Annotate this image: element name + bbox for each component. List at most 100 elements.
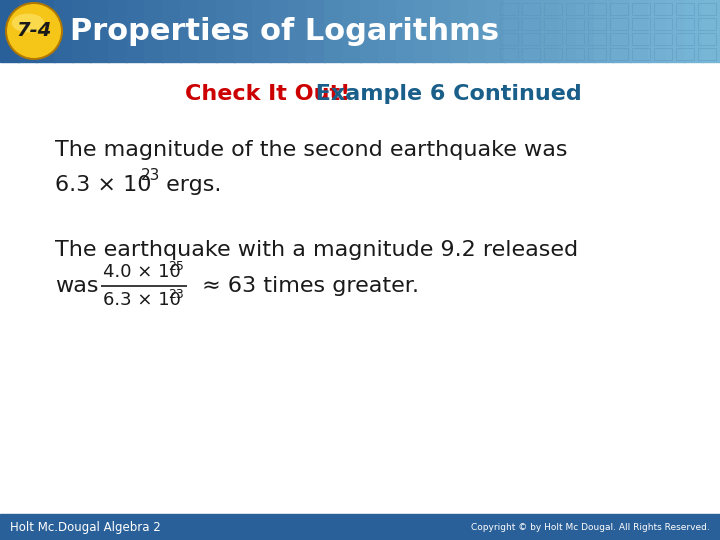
Bar: [654, 33, 672, 45]
Text: Properties of Logarithms: Properties of Logarithms: [70, 17, 499, 45]
Bar: [698, 18, 716, 30]
Bar: [234, 0, 253, 62]
Bar: [698, 33, 716, 45]
Bar: [676, 18, 694, 30]
Bar: [270, 0, 289, 62]
Bar: [576, 0, 595, 62]
Bar: [486, 0, 505, 62]
Bar: [566, 33, 584, 45]
Bar: [684, 0, 703, 62]
Bar: [632, 33, 650, 45]
Bar: [0, 0, 19, 62]
Bar: [522, 0, 541, 62]
Bar: [144, 0, 163, 62]
Bar: [90, 0, 109, 62]
Text: ≈ 63 times greater.: ≈ 63 times greater.: [195, 276, 419, 296]
Text: 4.0 × 10: 4.0 × 10: [103, 263, 181, 281]
Text: Holt Mc.Dougal Algebra 2: Holt Mc.Dougal Algebra 2: [10, 521, 161, 534]
Text: The magnitude of the second earthquake was: The magnitude of the second earthquake w…: [55, 140, 567, 160]
Bar: [558, 0, 577, 62]
Bar: [612, 0, 631, 62]
Bar: [654, 48, 672, 60]
Bar: [676, 3, 694, 15]
Bar: [306, 0, 325, 62]
Bar: [632, 18, 650, 30]
Bar: [108, 0, 127, 62]
Bar: [544, 18, 562, 30]
Bar: [432, 0, 451, 62]
Text: 23: 23: [168, 287, 184, 300]
Bar: [468, 0, 487, 62]
Text: The earthquake with a magnitude 9.2 released: The earthquake with a magnitude 9.2 rele…: [55, 240, 578, 260]
Bar: [654, 3, 672, 15]
Bar: [610, 33, 628, 45]
Text: 7-4: 7-4: [17, 22, 52, 40]
Bar: [522, 3, 540, 15]
Text: Copyright © by Holt Mc Dougal. All Rights Reserved.: Copyright © by Holt Mc Dougal. All Right…: [472, 523, 710, 531]
Bar: [396, 0, 415, 62]
Bar: [450, 0, 469, 62]
Text: 6.3 × 10: 6.3 × 10: [103, 291, 181, 309]
Bar: [500, 3, 518, 15]
Bar: [594, 0, 613, 62]
Bar: [162, 0, 181, 62]
Bar: [0, 514, 720, 540]
Bar: [378, 0, 397, 62]
Bar: [500, 18, 518, 30]
Text: 25: 25: [168, 260, 184, 273]
Bar: [500, 33, 518, 45]
Bar: [198, 0, 217, 62]
Bar: [360, 0, 379, 62]
Bar: [342, 0, 361, 62]
Bar: [522, 18, 540, 30]
Text: Check It Out!: Check It Out!: [185, 84, 350, 104]
Bar: [588, 3, 606, 15]
Bar: [566, 3, 584, 15]
Ellipse shape: [5, 2, 63, 60]
Bar: [610, 3, 628, 15]
Text: 6.3 × 10: 6.3 × 10: [55, 175, 151, 195]
Bar: [18, 0, 37, 62]
Bar: [544, 48, 562, 60]
Bar: [588, 33, 606, 45]
Ellipse shape: [12, 14, 44, 32]
Bar: [216, 0, 235, 62]
Bar: [702, 0, 720, 62]
Bar: [414, 0, 433, 62]
Bar: [698, 3, 716, 15]
Bar: [566, 18, 584, 30]
Text: 23: 23: [141, 168, 161, 184]
Bar: [632, 48, 650, 60]
Bar: [288, 0, 307, 62]
Bar: [36, 0, 55, 62]
Bar: [698, 48, 716, 60]
Bar: [648, 0, 667, 62]
Bar: [544, 3, 562, 15]
Ellipse shape: [7, 4, 61, 58]
Bar: [654, 18, 672, 30]
Bar: [566, 48, 584, 60]
Bar: [630, 0, 649, 62]
Bar: [522, 33, 540, 45]
Text: was: was: [55, 276, 99, 296]
Bar: [252, 0, 271, 62]
Bar: [522, 48, 540, 60]
Bar: [676, 33, 694, 45]
Bar: [54, 0, 73, 62]
Bar: [588, 18, 606, 30]
Bar: [126, 0, 145, 62]
Bar: [504, 0, 523, 62]
Bar: [610, 18, 628, 30]
Bar: [632, 3, 650, 15]
Bar: [666, 0, 685, 62]
Text: ergs.: ergs.: [159, 175, 221, 195]
Bar: [72, 0, 91, 62]
Bar: [676, 48, 694, 60]
Bar: [588, 48, 606, 60]
Bar: [500, 48, 518, 60]
Bar: [540, 0, 559, 62]
Bar: [180, 0, 199, 62]
Bar: [610, 48, 628, 60]
Text: Example 6 Continued: Example 6 Continued: [308, 84, 582, 104]
Bar: [544, 33, 562, 45]
